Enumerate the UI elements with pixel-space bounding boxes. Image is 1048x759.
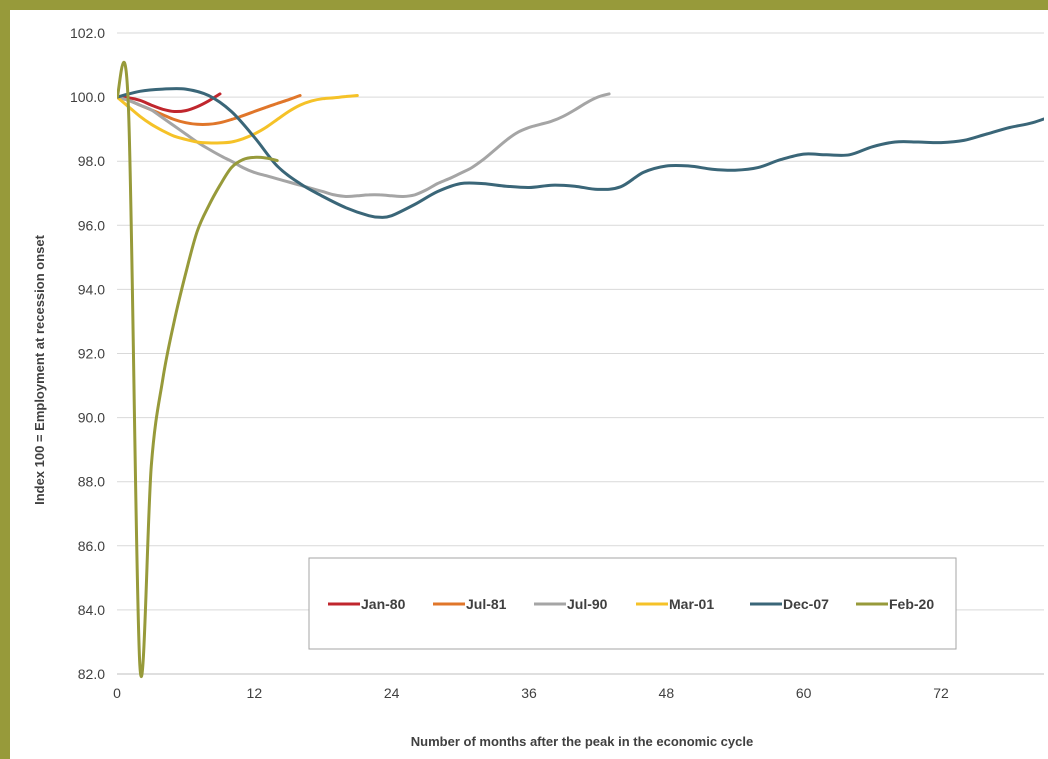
- series-line-jan-80: [117, 92, 222, 114]
- grid-lines: [117, 32, 1044, 611]
- legend-label: Jan-80: [361, 596, 406, 612]
- x-tick-label: 0: [113, 685, 121, 701]
- y-tick-label: 102.0: [70, 25, 105, 41]
- legend-label: Jul-90: [567, 596, 608, 612]
- legend-label: Mar-01: [669, 596, 714, 612]
- y-tick-label: 84.0: [78, 602, 105, 618]
- legend-label: Jul-81: [466, 596, 507, 612]
- legend-box: [308, 557, 957, 650]
- y-tick-label: 88.0: [78, 474, 105, 490]
- y-tick-label: 98.0: [78, 153, 105, 169]
- x-axis-title: Number of months after the peak in the e…: [411, 734, 753, 749]
- y-tick-label: 94.0: [78, 281, 105, 297]
- y-axis-title: Index 100 = Employment at recession onse…: [32, 234, 47, 505]
- legend-label: Feb-20: [889, 596, 934, 612]
- x-tick-label: 72: [933, 685, 949, 701]
- series-lines: [117, 60, 1044, 678]
- x-tick-label: 24: [384, 685, 400, 701]
- legend-label: Dec-07: [783, 596, 829, 612]
- series-line-dec-07: [117, 87, 1044, 219]
- x-tick-label: 36: [521, 685, 537, 701]
- x-tick-label: 48: [659, 685, 675, 701]
- y-tick-label: 92.0: [78, 346, 105, 362]
- x-tick-label: 60: [796, 685, 812, 701]
- legend: Jan-80 Jul-81 Jul-90 Mar-01 Dec-07 Feb-20: [308, 557, 957, 650]
- y-tick-label: 90.0: [78, 410, 105, 426]
- x-tick-label: 12: [247, 685, 263, 701]
- series-line-mar-01: [117, 94, 359, 145]
- tick-labels: 82.0 84.0 86.0 88.0 90.0 92.0 94.0 96.0 98.0 100.…: [70, 25, 949, 701]
- y-tick-label: 82.0: [78, 666, 105, 682]
- y-tick-label: 100.0: [70, 89, 105, 105]
- y-tick-label: 96.0: [78, 217, 105, 233]
- y-tick-label: 86.0: [78, 538, 105, 554]
- series-line-feb-20: [117, 60, 279, 678]
